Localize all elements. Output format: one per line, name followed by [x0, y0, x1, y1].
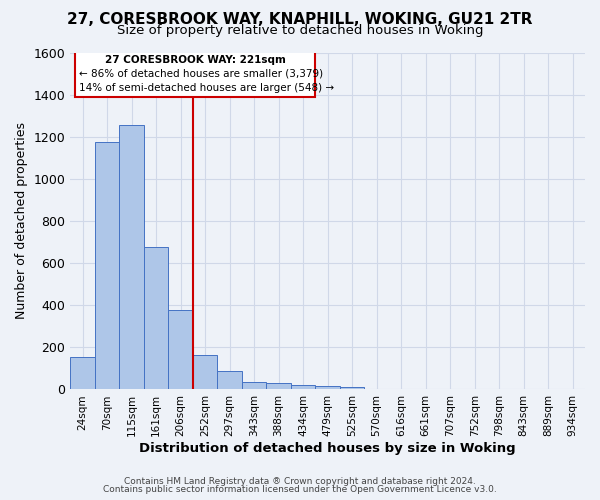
Bar	[70, 357, 95, 390]
Text: ← 86% of detached houses are smaller (3,379): ← 86% of detached houses are smaller (3,…	[79, 68, 323, 78]
Y-axis label: Number of detached properties: Number of detached properties	[15, 122, 28, 320]
FancyBboxPatch shape	[75, 50, 316, 97]
Text: 27 CORESBROOK WAY: 221sqm: 27 CORESBROOK WAY: 221sqm	[105, 54, 286, 64]
Text: Size of property relative to detached houses in Woking: Size of property relative to detached ho…	[117, 24, 483, 37]
Bar	[193, 354, 217, 390]
Text: Contains public sector information licensed under the Open Government Licence v3: Contains public sector information licen…	[103, 485, 497, 494]
Text: Contains HM Land Registry data ® Crown copyright and database right 2024.: Contains HM Land Registry data ® Crown c…	[124, 477, 476, 486]
Bar	[291, 385, 316, 390]
Bar	[217, 370, 242, 390]
Bar	[144, 248, 169, 390]
Bar	[266, 383, 291, 390]
X-axis label: Distribution of detached houses by size in Woking: Distribution of detached houses by size …	[139, 442, 516, 455]
Bar	[119, 125, 144, 390]
Bar	[316, 386, 340, 390]
Text: 27, CORESBROOK WAY, KNAPHILL, WOKING, GU21 2TR: 27, CORESBROOK WAY, KNAPHILL, WOKING, GU…	[67, 12, 533, 28]
Bar	[95, 142, 119, 390]
Text: 14% of semi-detached houses are larger (548) →: 14% of semi-detached houses are larger (…	[79, 82, 334, 92]
Bar	[340, 387, 364, 390]
Bar	[169, 310, 193, 390]
Bar	[242, 382, 266, 390]
